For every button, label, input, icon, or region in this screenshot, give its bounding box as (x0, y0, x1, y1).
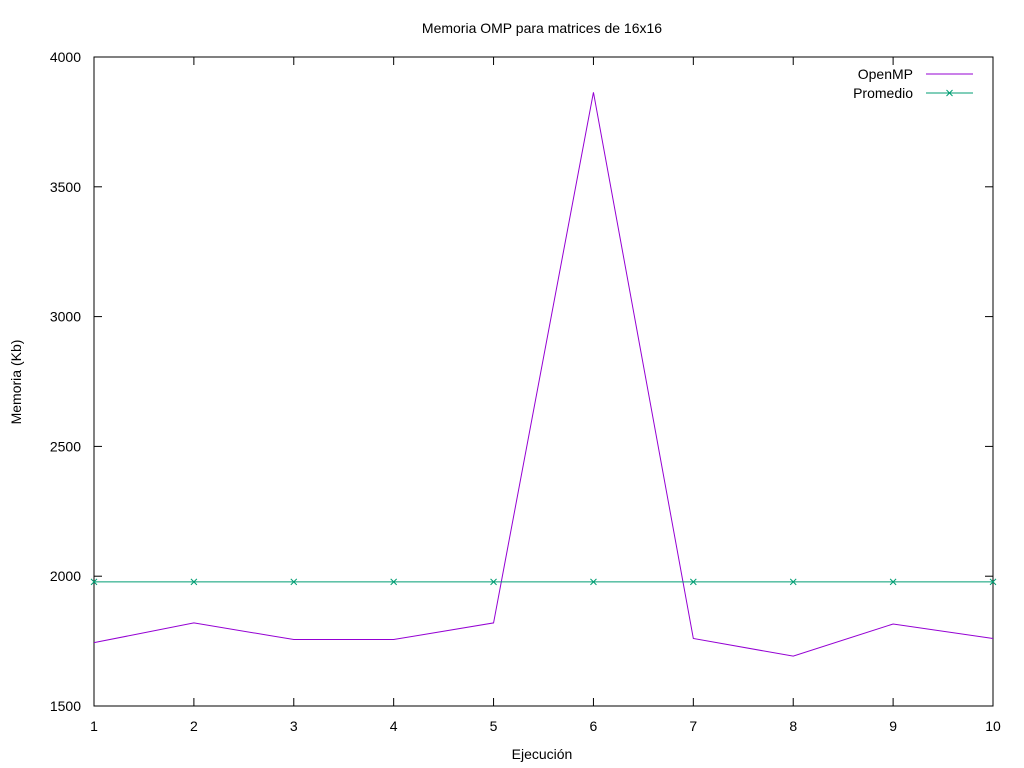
x-tick-label: 7 (689, 718, 697, 734)
x-axis-label: Ejecución (512, 746, 573, 762)
x-marker-point (789, 578, 797, 586)
y-tick-label: 2000 (50, 568, 81, 584)
x-tick-label: 6 (590, 718, 598, 734)
x-tick-label: 4 (390, 718, 398, 734)
legend: OpenMP Promedio (853, 66, 973, 101)
x-tick-label: 8 (789, 718, 797, 734)
plot-frame (93, 56, 994, 707)
series-line-openmp (93, 92, 994, 657)
legend-label: Promedio (853, 85, 913, 101)
x-marker-point (889, 578, 897, 586)
x-tick-label: 10 (985, 718, 1001, 734)
x-marker-point (590, 578, 597, 586)
x-marker-point (490, 578, 497, 586)
x-marker-point (290, 578, 298, 586)
y-tick-label: 4000 (50, 49, 81, 65)
y-axis: 1500 2000 2500 3000 3500 4000 (50, 49, 993, 714)
y-axis-label: Memoria (Kb) (8, 340, 24, 425)
y-tick-label: 3000 (50, 309, 81, 325)
series-layer (90, 92, 997, 657)
x-tick-label: 5 (490, 718, 498, 734)
y-tick-label: 3500 (50, 179, 81, 195)
x-marker-point (989, 578, 997, 586)
x-marker-point (190, 578, 198, 586)
x-tick-label: 9 (889, 718, 897, 734)
x-tick-label: 2 (190, 718, 198, 734)
y-tick-label: 1500 (50, 698, 81, 714)
chart-title: Memoria OMP para matrices de 16x16 (422, 20, 662, 36)
legend-label: OpenMP (858, 66, 913, 82)
x-tick-label: 3 (290, 718, 298, 734)
x-tick-label: 1 (90, 718, 98, 734)
y-tick-label: 2500 (50, 438, 81, 454)
x-marker-point (390, 578, 398, 586)
x-marker-point (90, 578, 98, 586)
plot-border (93, 56, 994, 707)
x-marker-point (689, 578, 697, 586)
x-axis: 1 2 3 4 5 6 7 8 9 10 (90, 57, 1001, 734)
x-marker-point (946, 89, 953, 97)
